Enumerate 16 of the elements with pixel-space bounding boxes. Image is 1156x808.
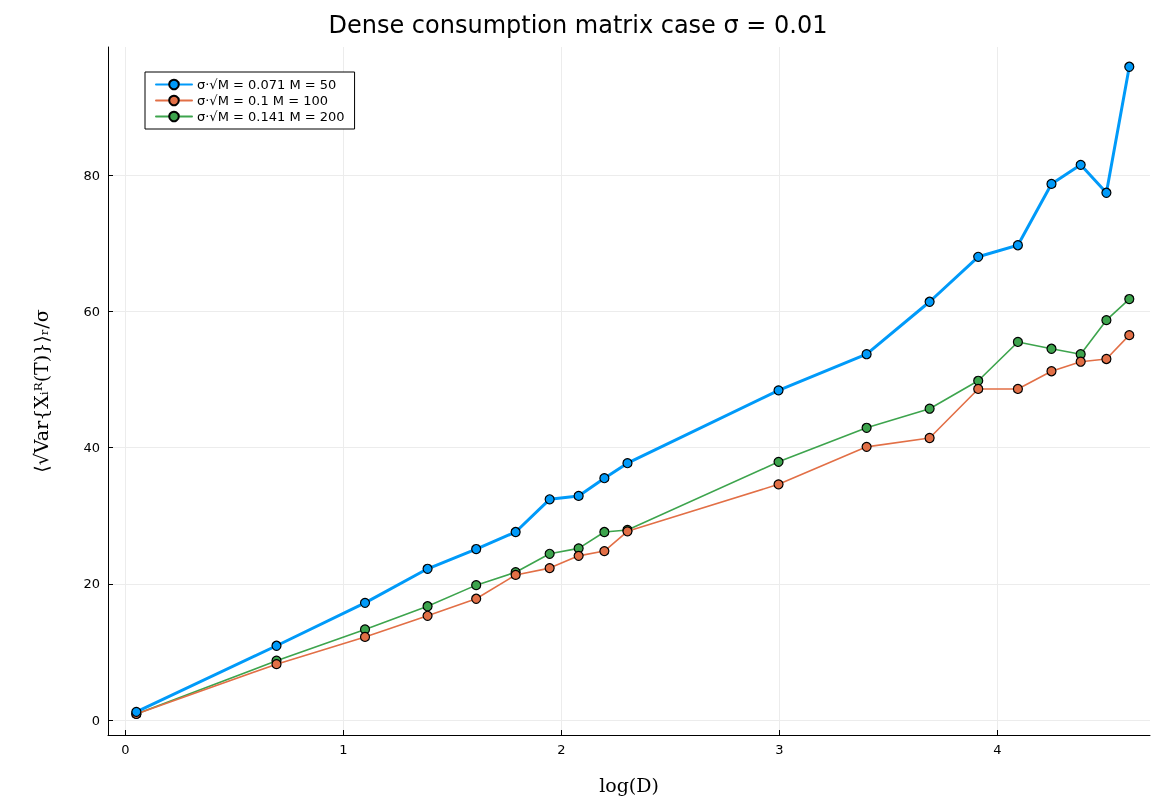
x-axis-title: log(D) — [599, 773, 659, 796]
y-tick-label: 20 — [83, 576, 100, 592]
x-tick-label: 2 — [557, 742, 566, 757]
y-tick-label: 0 — [91, 712, 100, 728]
y-tick-label: 60 — [83, 303, 100, 319]
legend-label: σ·√M = 0.071 M = 50 — [197, 77, 337, 92]
x-tick-label: 3 — [775, 742, 784, 757]
y-axis-title: ⟨√Var{Xᵢᴿ(T)}⟩ᵣ/σ — [29, 309, 52, 473]
x-tick-label: 4 — [993, 742, 1002, 757]
y-tick-label: 40 — [83, 440, 100, 456]
chart-title: Dense consumption matrix case σ = 0.01 — [328, 11, 828, 39]
legend-label: σ·√M = 0.1 M = 100 — [197, 93, 329, 108]
x-tick-label: 0 — [121, 742, 130, 757]
x-tick-label: 1 — [339, 742, 348, 757]
legend-label: σ·√M = 0.141 M = 200 — [197, 109, 345, 124]
y-tick-label: 80 — [83, 167, 100, 183]
